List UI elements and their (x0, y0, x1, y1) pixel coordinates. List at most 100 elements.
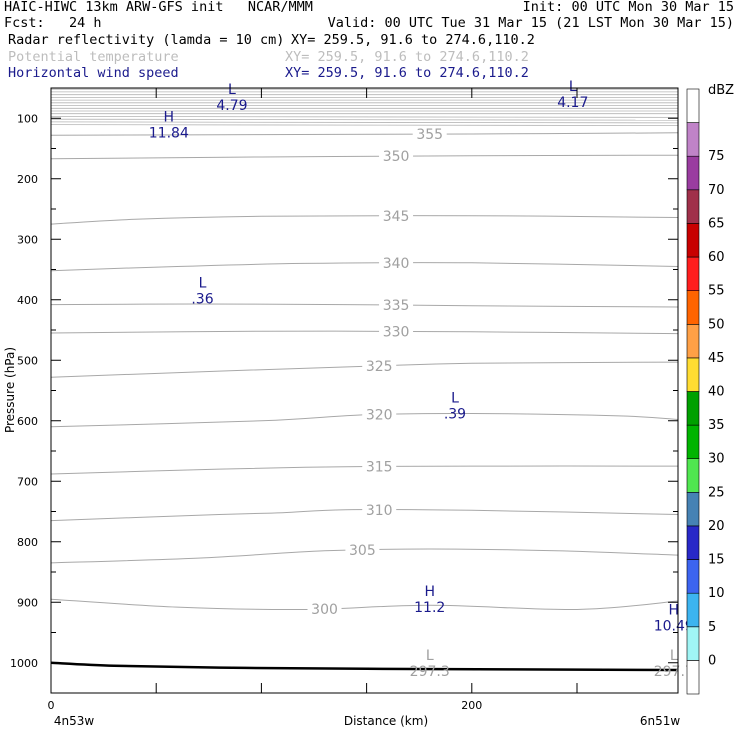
colorbar-label-55: 55 (708, 284, 725, 299)
isentrope-label-355: 355 (416, 127, 443, 143)
y-tick-label-700: 700 (17, 475, 38, 488)
theta-extremum-value-1: 297.7 (654, 664, 694, 680)
field-name-wind-speed: Horizontal wind speed (8, 65, 179, 81)
colorbar-swatch (686, 323, 700, 359)
wind-extremum-type-1: L (569, 79, 577, 95)
wind-extremum-value-6: 10.49 (654, 618, 694, 634)
colorbar-swatch (686, 525, 700, 560)
field-xy-potential-temperature: XY= 259.5, 91.6 to 274.6,110.2 (285, 49, 529, 65)
theta-extremum-value-0: 297.3 (410, 664, 450, 680)
isentrope-label-305: 305 (349, 543, 376, 559)
isentrope-label-335: 335 (383, 298, 410, 314)
isentrope-label-bg (379, 207, 414, 224)
shade-line (50, 116, 679, 118)
colorbar-unit: dBZ (708, 83, 734, 98)
y-tick-label-300: 300 (17, 233, 38, 246)
colorbar-swatch (686, 391, 700, 426)
isentrope-label-310: 310 (366, 503, 393, 519)
field-name-potential-temperature: Potential temperature (8, 49, 179, 65)
wind-extremum-value-4: .39 (444, 407, 466, 423)
wind-extremum-type-0: L (228, 82, 236, 98)
wind-extremum-type-4: L (451, 391, 459, 407)
colorbar-swatch (686, 592, 700, 628)
terrain-line (51, 661, 678, 672)
shade-line (50, 124, 679, 126)
field-xy-wind-speed: XY= 259.5, 91.6 to 274.6,110.2 (285, 65, 529, 81)
x-tick-label-0: 0 (48, 699, 55, 712)
colorbar-label-10: 10 (708, 586, 725, 601)
field-name-reflectivity: Radar reflectivity (lamda = 10 cm) (8, 32, 285, 48)
isentrope-lines: 355 350 345 340 335 330 325 320 315 310 305 300 (51, 126, 678, 618)
colorbar-swatch (686, 491, 700, 527)
isentrope-310 (51, 509, 678, 522)
colorbar-swatch (686, 122, 700, 157)
x-end-label-left: 4n53w (54, 714, 95, 728)
colorbar-swatch (686, 357, 700, 392)
wind-extremum-type-2: H (164, 109, 175, 125)
isentrope-label-bg (379, 297, 414, 314)
isentrope-355 (51, 132, 678, 136)
x-tick-label-200: 200 (461, 699, 482, 712)
isentrope-label-320: 320 (366, 408, 393, 424)
colorbar-label-60: 60 (708, 250, 725, 265)
isentrope-label-bg (379, 323, 414, 340)
colorbar-label-70: 70 (708, 183, 725, 198)
colorbar-label-30: 30 (708, 452, 725, 467)
colorbar-swatch (686, 626, 700, 661)
isentrope-label-bg (345, 542, 380, 559)
isentrope-label-325: 325 (366, 359, 393, 375)
theta-extremum-type-1: L (670, 648, 678, 664)
colorbar-label-65: 65 (708, 216, 725, 231)
header-model-title: HAIC-HIWC 13km ARW-GFS init NCAR/MMM (4, 0, 313, 15)
y-tick-label-500: 500 (17, 354, 38, 367)
wind-extremum-value-3: .36 (191, 292, 213, 308)
isentrope-340 (51, 262, 678, 272)
isentrope-label-bg (362, 357, 397, 374)
colorbar-swatch (686, 155, 700, 191)
colorbar-label-0: 0 (708, 653, 716, 668)
colorbar-label-5: 5 (708, 620, 716, 635)
colorbar-swatch (686, 256, 700, 292)
colorbar-swatch (686, 290, 700, 325)
x-end-label-right: 6n51w (640, 714, 681, 728)
y-axis-label: Pressure (hPa) (3, 347, 17, 433)
isentrope-label-330: 330 (383, 325, 410, 341)
y-tick-label-1000: 1000 (10, 657, 38, 670)
colorbar-swatch (686, 458, 700, 493)
isentrope-label-bg (379, 148, 414, 165)
colorbar-swatch (686, 223, 700, 258)
wind-extremum-value-0: 4.79 (216, 98, 247, 114)
y-tick-label-400: 400 (17, 294, 38, 307)
shade-line (50, 118, 679, 121)
wind-extremum-value-2: 11.84 (149, 125, 189, 141)
isentrope-label-340: 340 (383, 256, 410, 272)
header-init-time: Init: 00 UTC Mon 30 Mar 15 (522, 0, 734, 15)
y-tick-label-800: 800 (17, 536, 38, 549)
isentrope-label-bg (362, 458, 397, 475)
wind-extremum-value-5: 11.2 (414, 600, 445, 616)
isentrope-label-bg (362, 406, 397, 423)
isentrope-label-bg (362, 501, 397, 518)
isentrope-345 (51, 215, 678, 225)
isentrope-335 (51, 303, 678, 308)
colorbar-swatch (686, 660, 700, 695)
colorbar-label-45: 45 (708, 351, 725, 366)
colorbar-swatch (686, 424, 700, 460)
colorbar-label-20: 20 (708, 519, 725, 534)
isentrope-label-300: 300 (311, 602, 338, 618)
colorbar-label-25: 25 (708, 485, 725, 500)
upper-shading-lines (50, 88, 679, 126)
colorbar: 0 5 10 15 20 25 30 35 40 45 50 55 60 65 70 75 (686, 88, 725, 695)
header-forecast-hour: Fcst: 24 h (4, 15, 102, 31)
isentrope-350 (51, 154, 678, 160)
colorbar-label-15: 15 (708, 553, 725, 568)
isentrope-label-345: 345 (383, 209, 410, 225)
y-tick-label-100: 100 (17, 112, 38, 125)
wind-extremum-type-6: H (669, 602, 680, 618)
wind-extremum-type-5: H (424, 584, 435, 600)
wind-extremum-type-3: L (199, 276, 207, 292)
isentrope-label-bg (412, 126, 447, 143)
isentrope-label-315: 315 (366, 460, 393, 476)
